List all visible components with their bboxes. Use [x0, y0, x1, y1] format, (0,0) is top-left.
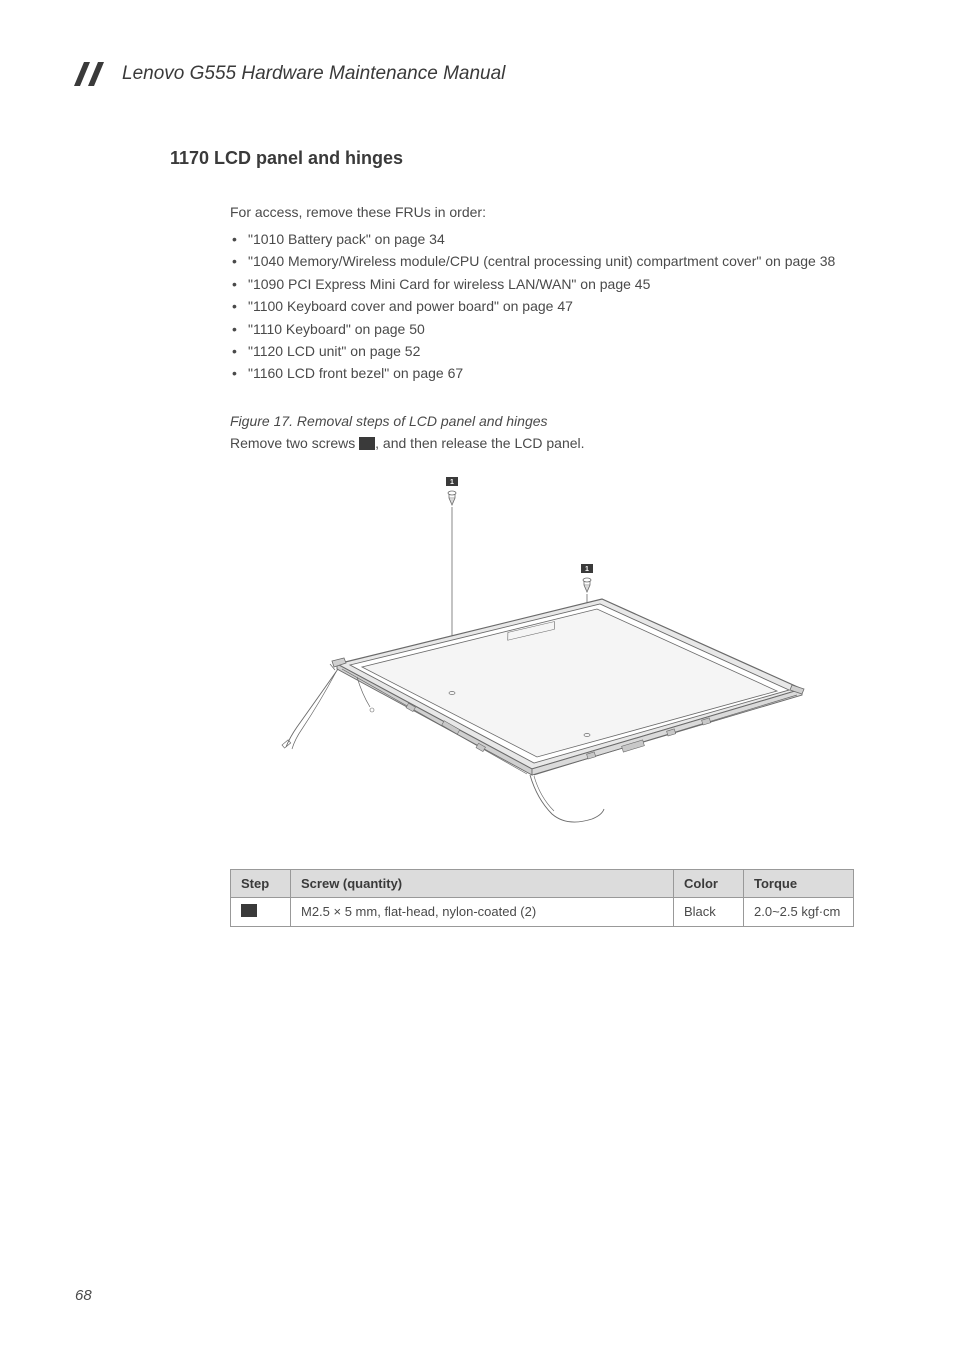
figure-caption: Figure 17. Removal steps of LCD panel an… — [230, 413, 854, 429]
instruction-after: , and then release the LCD panel. — [375, 435, 584, 451]
th-step: Step — [231, 869, 291, 897]
section-title: 1170 LCD panel and hinges — [170, 148, 884, 169]
list-item: "1110 Keyboard" on page 50 — [230, 318, 854, 340]
logo-icon — [70, 60, 110, 88]
table-row: M2.5 × 5 mm, flat-head, nylon-coated (2)… — [231, 897, 854, 926]
list-item: "1100 Keyboard cover and power board" on… — [230, 295, 854, 317]
list-item: "1120 LCD unit" on page 52 — [230, 340, 854, 362]
lcd-panel-drawing — [282, 599, 804, 822]
td-torque: 2.0~2.5 kgf·cm — [744, 897, 854, 926]
svg-text:1: 1 — [450, 479, 454, 486]
content-area: For access, remove these FRUs in order: … — [230, 204, 854, 927]
instruction-text: Remove two screws , and then release the… — [230, 435, 854, 451]
intro-text: For access, remove these FRUs in order: — [230, 204, 854, 220]
list-item: "1090 PCI Express Mini Card for wireless… — [230, 273, 854, 295]
th-screw: Screw (quantity) — [291, 869, 674, 897]
th-color: Color — [674, 869, 744, 897]
instruction-before: Remove two screws — [230, 435, 359, 451]
step-marker-icon — [359, 437, 375, 450]
list-item: "1160 LCD front bezel" on page 67 — [230, 362, 854, 384]
td-step — [231, 897, 291, 926]
list-item: "1040 Memory/Wireless module/CPU (centra… — [230, 250, 854, 272]
td-color: Black — [674, 897, 744, 926]
svg-text:1: 1 — [585, 566, 589, 573]
diagram: 1 1 — [230, 469, 854, 849]
header-title: Lenovo G555 Hardware Maintenance Manual — [122, 63, 505, 85]
step-marker-icon — [241, 904, 257, 917]
page-header: Lenovo G555 Hardware Maintenance Manual — [70, 60, 884, 88]
page-number: 68 — [75, 1287, 92, 1304]
table-header-row: Step Screw (quantity) Color Torque — [231, 869, 854, 897]
td-screw: M2.5 × 5 mm, flat-head, nylon-coated (2) — [291, 897, 674, 926]
th-torque: Torque — [744, 869, 854, 897]
fru-list: "1010 Battery pack" on page 34 "1040 Mem… — [230, 228, 854, 385]
screw-table: Step Screw (quantity) Color Torque M2.5 … — [230, 869, 854, 927]
list-item: "1010 Battery pack" on page 34 — [230, 228, 854, 250]
